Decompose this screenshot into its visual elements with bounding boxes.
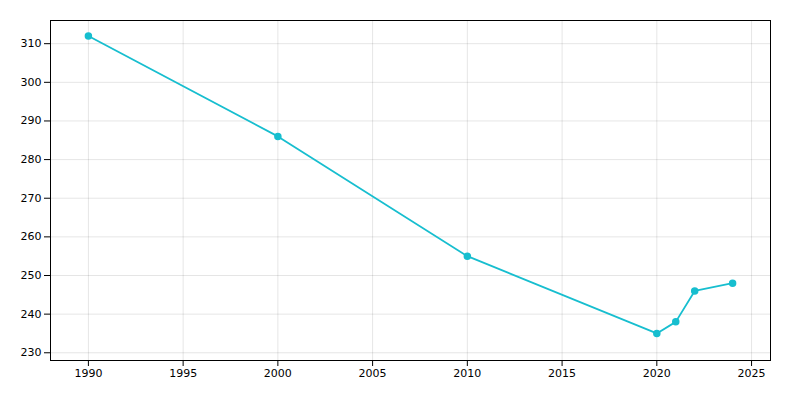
svg-text:2000: 2000 [264, 367, 292, 380]
svg-text:270: 270 [21, 192, 42, 205]
svg-text:280: 280 [21, 153, 42, 166]
svg-text:2015: 2015 [548, 367, 576, 380]
svg-text:2025: 2025 [738, 367, 766, 380]
svg-text:2005: 2005 [359, 367, 387, 380]
svg-text:300: 300 [21, 76, 42, 89]
svg-text:2020: 2020 [643, 367, 671, 380]
svg-text:240: 240 [21, 308, 42, 321]
svg-text:1990: 1990 [74, 367, 102, 380]
svg-text:310: 310 [21, 37, 42, 50]
svg-text:2010: 2010 [453, 367, 481, 380]
svg-text:250: 250 [21, 269, 42, 282]
svg-text:260: 260 [21, 230, 42, 243]
svg-text:1995: 1995 [169, 367, 197, 380]
svg-text:290: 290 [21, 114, 42, 127]
svg-text:230: 230 [21, 346, 42, 359]
